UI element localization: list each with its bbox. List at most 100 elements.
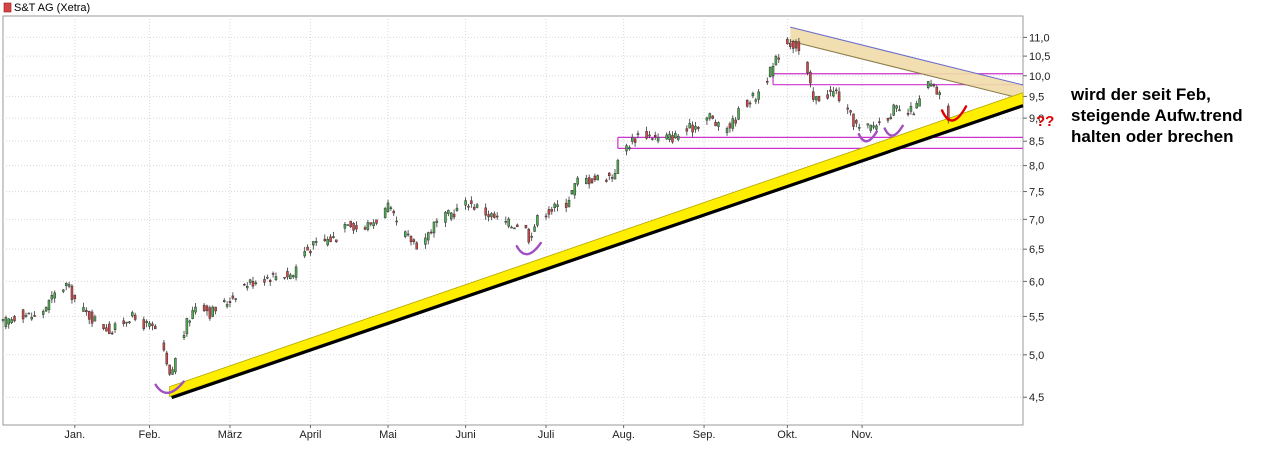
candle-body xyxy=(154,325,157,330)
candle-body xyxy=(705,117,709,121)
candle-body xyxy=(395,220,398,223)
candle-body xyxy=(691,124,694,133)
candle-body xyxy=(708,113,712,119)
swoosh-nov-1 xyxy=(857,130,879,143)
candle-body xyxy=(21,309,25,320)
candle-body xyxy=(786,38,789,45)
candle-body xyxy=(889,116,893,120)
x-tick-label: Feb. xyxy=(139,429,161,441)
candle-body xyxy=(898,109,901,112)
candle-body xyxy=(464,200,467,206)
candle-body xyxy=(513,227,516,230)
candle-body xyxy=(817,95,821,102)
candle-body xyxy=(636,133,640,135)
y-tick-label: 6,5 xyxy=(1029,244,1044,256)
candle-body xyxy=(4,317,8,328)
candle-body xyxy=(731,118,735,129)
candle-body xyxy=(151,323,154,326)
y-tick-label: 9,5 xyxy=(1029,91,1044,103)
candle-body xyxy=(656,136,660,142)
candle-body xyxy=(550,209,554,212)
candle-body xyxy=(85,309,88,313)
x-tick-label: Nov. xyxy=(851,429,873,441)
candle-body xyxy=(73,294,77,300)
candle-body xyxy=(254,282,258,284)
x-tick-label: Juli xyxy=(538,429,555,441)
candle-body xyxy=(168,364,171,375)
candle-body xyxy=(734,119,737,124)
candle-body xyxy=(24,315,28,317)
candle-body xyxy=(567,199,571,207)
x-tick-label: April xyxy=(299,429,321,441)
candle-body xyxy=(725,128,729,133)
candle-body xyxy=(487,214,490,218)
candle-body xyxy=(349,220,352,228)
candle-body xyxy=(294,266,298,278)
candle-body xyxy=(326,239,329,246)
candle-body xyxy=(826,94,829,99)
question-marks: ?? xyxy=(1036,113,1054,130)
candle-body xyxy=(533,226,536,232)
candle-body xyxy=(855,120,858,124)
candle-body xyxy=(452,213,456,218)
x-tick-label: März xyxy=(218,429,242,441)
candle-body xyxy=(834,89,838,92)
candle-body xyxy=(556,204,559,207)
candle-body xyxy=(383,208,387,218)
y-axis: 4,5 5,0 5,5 6,0 6,5 7,0 7,5 8,0 8,5 9,0 9,5 10,0 10,… xyxy=(1023,32,1050,404)
candle-body xyxy=(231,295,235,299)
candle-body xyxy=(909,106,913,112)
candle-body xyxy=(766,80,769,83)
candle-body xyxy=(148,322,151,327)
candle-body xyxy=(892,104,895,116)
candle-body xyxy=(70,285,74,300)
legend: S&T AG (Xetra) xyxy=(3,2,90,14)
candle-body xyxy=(490,213,493,218)
candle-body xyxy=(671,135,674,143)
candle-body xyxy=(751,93,755,97)
candle-body xyxy=(832,91,835,97)
candle-body xyxy=(90,311,94,324)
candle-body xyxy=(918,98,921,107)
candle-body xyxy=(593,175,597,180)
candle-body xyxy=(628,147,631,150)
candle-body xyxy=(444,211,447,223)
candle-body xyxy=(93,316,97,322)
candle-body xyxy=(64,282,68,287)
candle-body xyxy=(435,220,439,223)
candle-body xyxy=(191,310,194,319)
candle-body xyxy=(697,126,700,129)
candle-body xyxy=(314,241,318,243)
candle-body xyxy=(174,357,177,373)
candle-body xyxy=(67,284,71,287)
y-tick-label: 7,5 xyxy=(1029,187,1044,199)
candle-body xyxy=(610,177,614,179)
candles xyxy=(1,37,950,376)
candle-body xyxy=(245,285,249,289)
candle-body xyxy=(142,319,146,329)
candle-body xyxy=(728,123,732,129)
candle-body xyxy=(886,118,890,121)
candle-body xyxy=(470,200,473,204)
candle-body xyxy=(162,342,166,351)
legend-label: S&T AG (Xetra) xyxy=(14,2,90,14)
candle-body xyxy=(915,103,918,109)
candle-body xyxy=(1,319,5,321)
candle-body xyxy=(30,317,33,320)
candle-body xyxy=(449,212,453,220)
candle-body xyxy=(570,190,574,195)
x-tick-label: Sep. xyxy=(693,429,716,441)
candle-body xyxy=(688,123,691,129)
candle-body xyxy=(312,241,315,246)
candle-body xyxy=(895,105,898,109)
candle-body xyxy=(605,179,608,182)
candle-body xyxy=(906,112,910,115)
candle-body xyxy=(748,102,752,105)
y-tick-label: 10,0 xyxy=(1029,71,1050,83)
candle-body xyxy=(309,250,312,254)
candle-body xyxy=(110,332,114,335)
candle-body xyxy=(41,311,45,315)
candle-body xyxy=(404,231,407,237)
